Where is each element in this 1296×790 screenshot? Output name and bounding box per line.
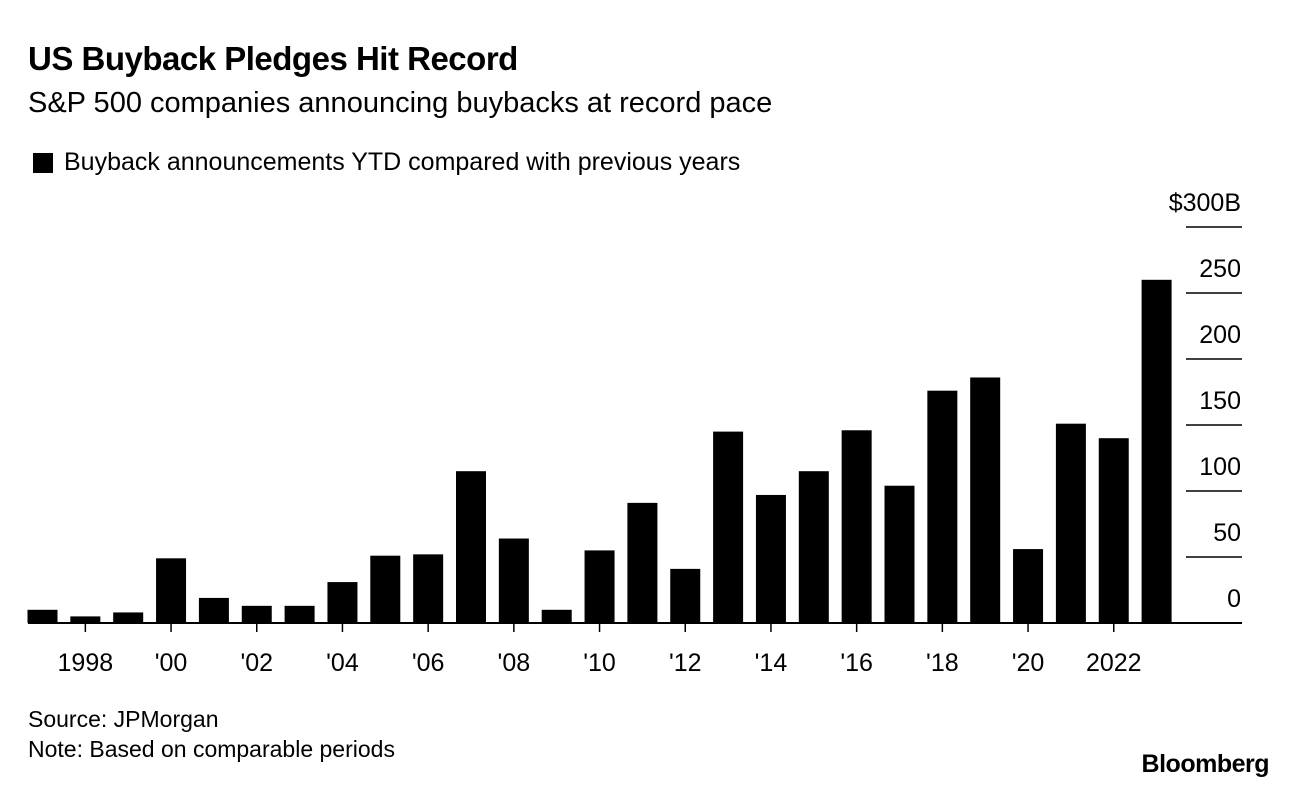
bar-2022 (1098, 438, 1129, 623)
x-tick-label-2004: '04 (326, 649, 359, 677)
bar-2001 (198, 597, 229, 623)
bar-2011 (627, 502, 658, 623)
y-tick-label-250: 250 (1199, 255, 1241, 283)
bar-2005 (370, 555, 401, 623)
x-tick-label-2016: '16 (840, 649, 873, 677)
x-tick-label-2008: '08 (498, 649, 531, 677)
x-tick-label-2002: '02 (240, 649, 273, 677)
x-tick-label-2006: '06 (412, 649, 445, 677)
bar-1998 (70, 616, 101, 623)
bar-1999 (113, 612, 144, 623)
x-axis (28, 622, 1242, 632)
bar-2000 (156, 558, 187, 623)
legend-swatch (33, 152, 53, 173)
y-tick-label-50: 50 (1213, 519, 1241, 547)
chart-legend: Buyback announcements YTD compared with … (33, 148, 740, 177)
bar-2003 (284, 605, 315, 623)
y-tick-label-150: 150 (1199, 387, 1241, 415)
tick-labels: 0 50 100 150 200 250 $300B 1998 '00 '02 '04 '06 '08 '… (58, 189, 1241, 677)
y-tick-label-0: 0 (1227, 585, 1241, 613)
bar-2002 (241, 605, 272, 623)
chart-title: US Buyback Pledges Hit Record (28, 40, 518, 77)
bar-2021 (1055, 423, 1086, 623)
bar-2006 (413, 554, 444, 623)
bars (27, 279, 1172, 623)
x-tick-label-2020: '20 (1012, 649, 1045, 677)
y-tick-label-200: 200 (1199, 321, 1241, 349)
bar-2008 (498, 538, 529, 623)
x-tick-label-2014: '14 (755, 649, 788, 677)
bar-2023 (1141, 279, 1172, 623)
x-tick-label-1998: 1998 (58, 649, 114, 677)
bar-2015 (798, 471, 829, 623)
bloomberg-logo: Bloomberg (1141, 750, 1270, 778)
x-tick-label-2012: '12 (669, 649, 702, 677)
bar-2004 (327, 582, 358, 623)
bar-2020 (1013, 549, 1044, 623)
y-tick-label-100: 100 (1199, 453, 1241, 481)
bar-2017 (884, 485, 915, 623)
bar-2009 (541, 609, 572, 623)
methodology-note: Note: Based on comparable periods (28, 736, 395, 762)
bar-2014 (755, 494, 786, 623)
bar-2019 (970, 377, 1001, 623)
x-tick-label-2000: '00 (155, 649, 188, 677)
x-tick-label-2018: '18 (926, 649, 959, 677)
y-tick-label-300: $300B (1169, 189, 1241, 217)
bar-1997 (27, 609, 58, 623)
grid-lines (1186, 226, 1242, 558)
legend-label: Buyback announcements YTD compared with … (64, 148, 741, 176)
bar-2018 (927, 390, 958, 623)
bar-2007 (456, 471, 486, 623)
chart-subtitle: S&P 500 companies announcing buybacks at… (28, 87, 773, 119)
x-tick-label-2022: 2022 (1086, 649, 1142, 677)
bar-2010 (584, 550, 615, 623)
bar-2013 (713, 431, 744, 623)
bar-2012 (670, 568, 701, 623)
source-note: Source: JPMorgan (28, 706, 219, 732)
bar-2016 (841, 430, 872, 623)
x-tick-label-2010: '10 (583, 649, 616, 677)
